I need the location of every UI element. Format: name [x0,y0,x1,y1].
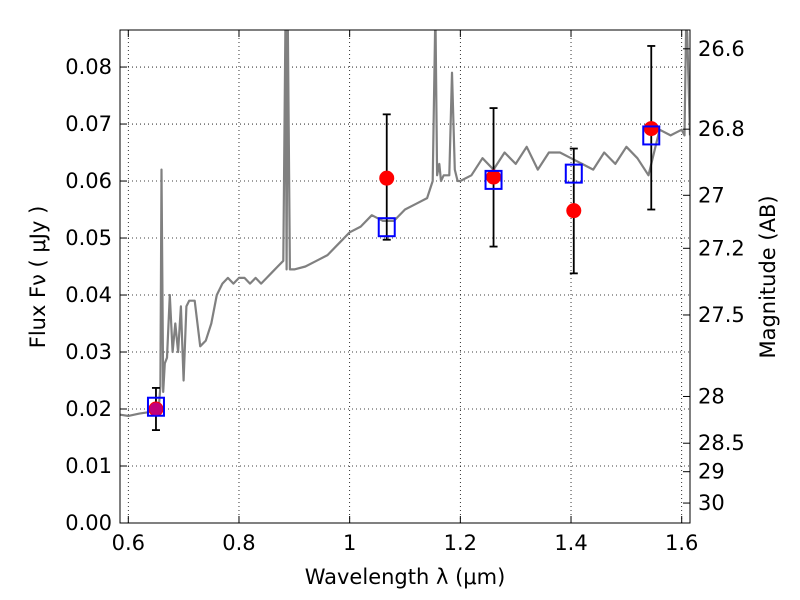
right-tick-label: 26.8 [698,117,745,141]
x-tick-label: 0.6 [112,531,145,555]
y-tick-label: 0.05 [65,226,112,250]
right-tick-label: 29 [698,460,725,484]
right-tick-label: 28 [698,384,725,408]
model-square [146,396,165,417]
y-tick-label: 0.03 [65,340,112,364]
y-tick-label: 0.02 [65,397,112,421]
y-axis-label: Flux Fν ( μJy ) [26,206,50,349]
y-tick-label: 0.04 [65,283,112,307]
model-square [484,169,503,190]
y-tick-label: 0.08 [65,55,112,79]
model-spectrum-line [120,30,690,417]
observed-point [566,203,582,219]
right-tick-label: 26.6 [698,37,745,61]
model-square [377,217,396,238]
axis-ticks: 0.6 0.8 1 1.2 1.4 1.6 0.00 0.01 0.02 0.03 0.04 0.05… [65,30,745,555]
overlap-point [149,402,163,416]
right-tick-label: 28.5 [698,431,745,455]
model-square [642,125,661,146]
y-tick-label: 0.01 [65,454,112,478]
right-tick-label: 27 [698,183,725,207]
grid-lines [120,30,690,523]
x-axis-label: Wavelength λ (μm) [305,565,506,589]
observed-point [379,170,395,186]
right-tick-label: 30 [698,491,725,515]
y-tick-label: 0.00 [65,511,112,535]
y-tick-label: 0.06 [65,169,112,193]
x-tick-label: 1 [343,531,356,555]
right-tick-label: 27.5 [698,303,745,327]
right-tick-label: 27.2 [698,236,745,260]
right-axis-label: Magnitude (AB) [756,195,780,358]
observed-point [486,169,502,185]
x-tick-label: 1.2 [444,531,477,555]
x-tick-label: 0.8 [222,531,255,555]
observed-point [643,121,659,137]
plot-frame [119,29,691,524]
x-tick-label: 1.4 [554,531,587,555]
y-tick-label: 0.07 [65,112,112,136]
model-square [564,163,583,184]
x-tick-label: 1.6 [665,531,698,555]
